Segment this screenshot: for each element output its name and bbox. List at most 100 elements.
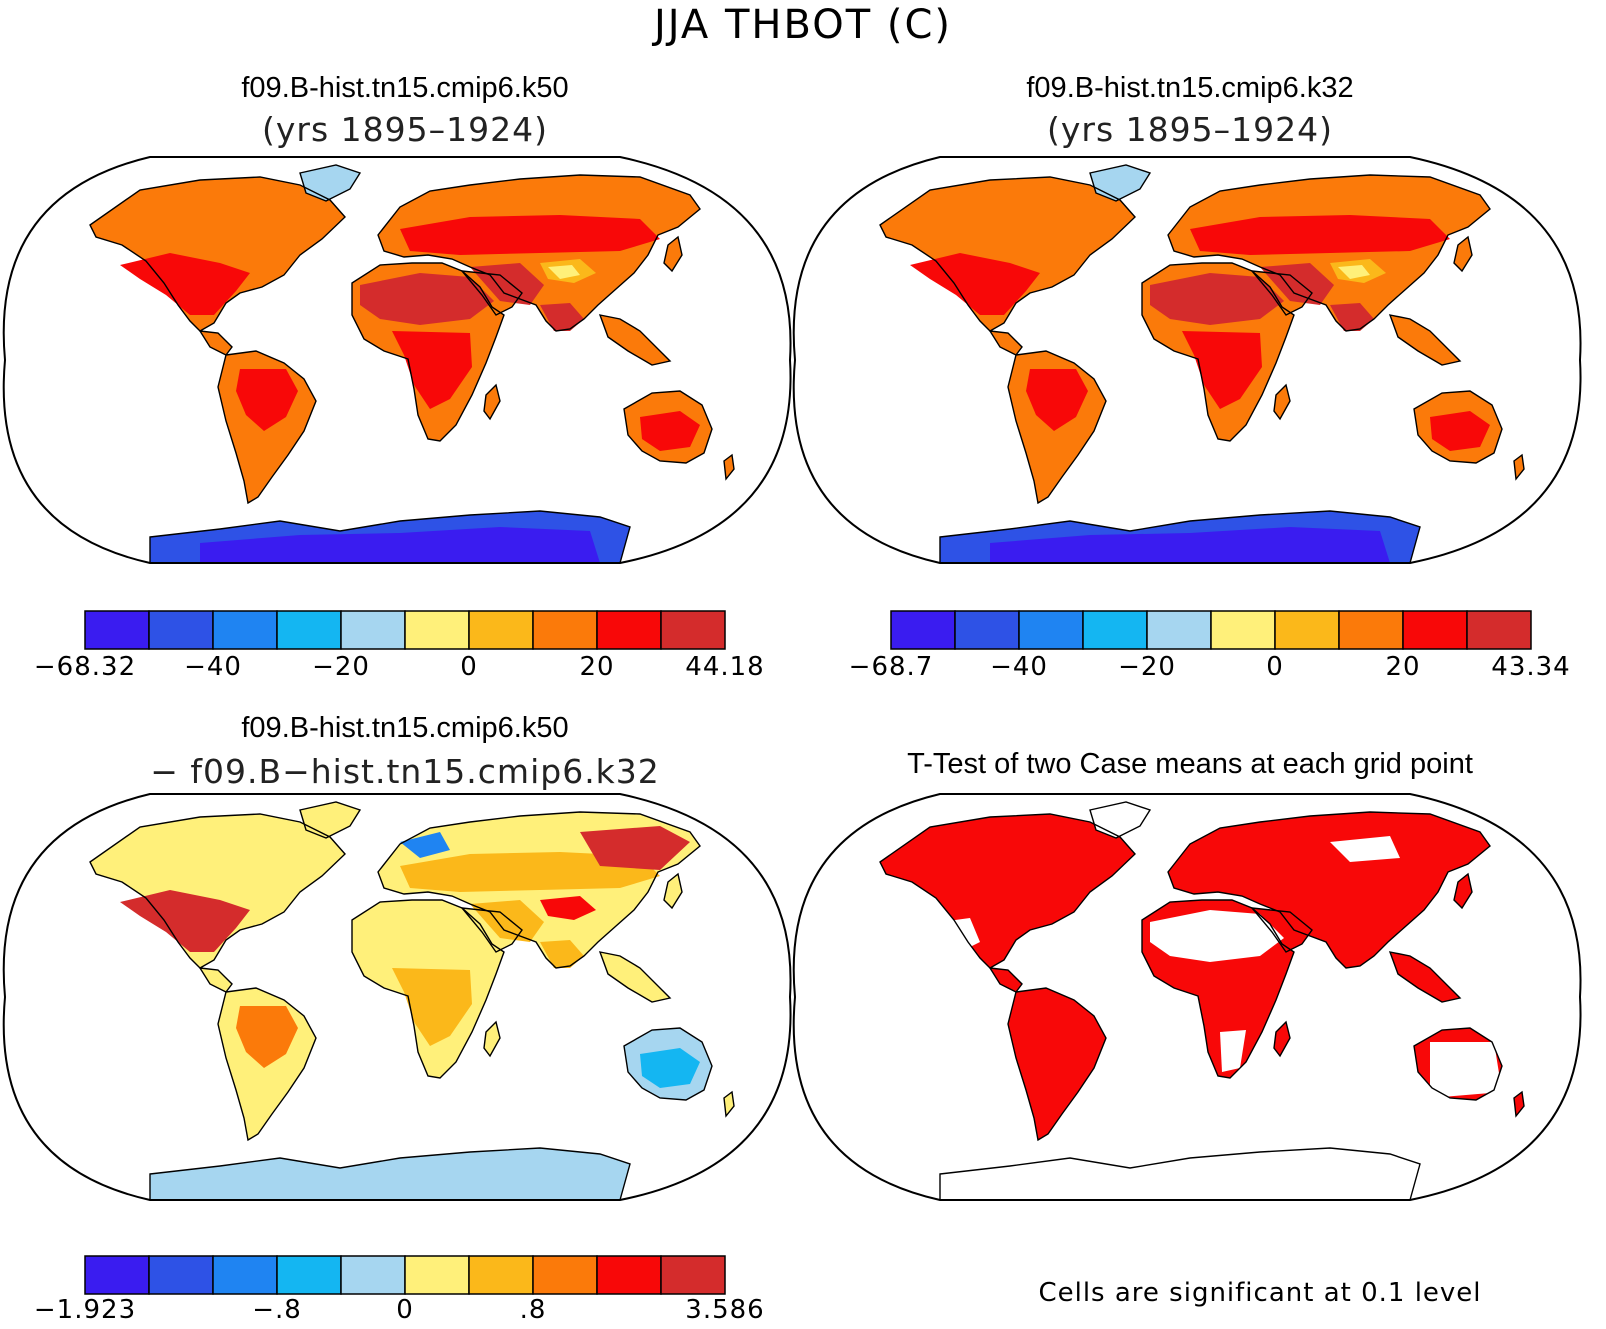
colorbar-tick-label: 43.34 (1491, 652, 1571, 682)
colorbar-tick-label: 20 (579, 652, 615, 682)
region-not-significant (940, 918, 980, 952)
coastline (1141, 899, 1295, 1079)
coastline (149, 1147, 631, 1200)
coastline (623, 1027, 713, 1101)
colorbar-tick-label: −40 (990, 652, 1048, 682)
coastline (1453, 235, 1473, 273)
land-newZealand (724, 455, 734, 479)
colorbar-swatch (890, 610, 956, 650)
colorbar-swatch (532, 1255, 598, 1295)
coastline (198, 330, 233, 356)
land-centralAmerica (200, 331, 232, 355)
figure-title: JJA THBOT (C) (654, 2, 952, 48)
coastline (483, 1020, 501, 1058)
coastline (351, 262, 505, 442)
coastline (89, 813, 346, 969)
colorbar-tick-label: −1.923 (33, 1295, 137, 1325)
coastline (1388, 314, 1462, 366)
coastline (1089, 801, 1152, 839)
land-newZealand (1514, 455, 1524, 479)
coastline (1167, 811, 1491, 969)
panel-diff-subtitle: − f09.B−hist.tn15.cmip6.k32 (150, 752, 660, 791)
coastline (483, 383, 501, 421)
panel-ttest-title: T-Test of two Case means at each grid po… (907, 748, 1473, 780)
colorbar-k50-labels: −68.32 −40 −20 0 20 44.18 (34, 652, 764, 686)
region-not-significant (1220, 1030, 1246, 1072)
colorbar-swatch (954, 610, 1020, 650)
coastline (663, 872, 683, 910)
land-seAsia (1390, 952, 1460, 1002)
coastline (217, 350, 317, 505)
land-northAmerica (880, 814, 1135, 968)
colorbar-swatch (1338, 610, 1404, 650)
colorbar-swatch (596, 1255, 662, 1295)
colorbar-swatch (212, 610, 278, 650)
land-southAmerica (1008, 988, 1106, 1140)
colorbar-swatch (1210, 610, 1276, 650)
coastline (1141, 262, 1295, 442)
significance-note: Cells are significant at 0.1 level (1038, 1278, 1482, 1308)
region-not-significant (1150, 910, 1284, 962)
region-not-significant (1430, 1042, 1502, 1098)
colorbar-tick-label: −20 (312, 652, 370, 682)
colorbar-swatch (1466, 610, 1532, 650)
colorbar-swatch (212, 1255, 278, 1295)
coastline (460, 270, 523, 316)
colorbar-swatch (340, 1255, 406, 1295)
colorbar-swatch (84, 1255, 150, 1295)
colorbar-tick-label: 44.18 (685, 652, 765, 682)
land-northAmerica (90, 177, 345, 331)
region-india (540, 303, 584, 331)
region-sahara (360, 910, 494, 962)
colorbar-swatch (596, 610, 662, 650)
coastline (377, 811, 701, 969)
panel-k32-title: f09.B-hist.tn15.cmip6.k32 (1026, 72, 1354, 104)
region-saCore (236, 1006, 298, 1068)
land-newZealand (724, 1092, 734, 1116)
land-seAsia (1390, 315, 1460, 365)
panel-k50-title: f09.B-hist.tn15.cmip6.k50 (241, 72, 569, 104)
region-india (1330, 303, 1374, 331)
colorbar-tick-label: −68.32 (33, 652, 137, 682)
region-sahara (360, 273, 494, 325)
region-saCore (1026, 369, 1088, 431)
region-sahara (1150, 273, 1284, 325)
colorbar-tick-label: 0 (1266, 652, 1284, 682)
colorbar-k32-labels: −68.7 −40 −20 0 20 43.34 (849, 652, 1570, 686)
colorbar-tick-label: .8 (519, 1295, 547, 1325)
map-diff (2, 793, 792, 1201)
colorbar-swatch (660, 610, 726, 650)
map-frame (792, 793, 1582, 1201)
region-siberia-warm (580, 826, 690, 870)
coastline (598, 951, 672, 1003)
map-frame (2, 156, 792, 564)
coastline (1273, 1020, 1291, 1058)
coastline (1250, 270, 1313, 316)
colorbar-tick-label: −.8 (252, 1295, 302, 1325)
coastline (217, 987, 317, 1142)
coastline (89, 176, 346, 332)
colorbar-tick-label: 20 (1385, 652, 1421, 682)
coastline (879, 813, 1136, 969)
coastline (1513, 453, 1525, 481)
coastline (1413, 1027, 1503, 1101)
region-saCore (236, 369, 298, 431)
colorbar-swatch (148, 610, 214, 650)
coastline (1250, 907, 1313, 953)
map-ttest (792, 793, 1582, 1201)
region-tibet (540, 896, 596, 920)
region-antarctic-cold (200, 527, 600, 563)
colorbar-diff-labels: −1.923 −.8 0 .8 3.586 (34, 1295, 764, 1329)
coastline (198, 967, 233, 993)
coastline (663, 235, 683, 273)
region-tibet-cool (548, 265, 580, 279)
coastline (988, 330, 1023, 356)
colorbar-swatch (532, 610, 598, 650)
colorbar-tick-label: −20 (1118, 652, 1176, 682)
land-northAmerica (880, 177, 1135, 331)
region-not-significant (1330, 836, 1400, 862)
colorbar-swatch (1274, 610, 1340, 650)
region-ausCore (640, 1048, 700, 1088)
coastline (1413, 390, 1503, 464)
region-ausCore (640, 411, 700, 451)
